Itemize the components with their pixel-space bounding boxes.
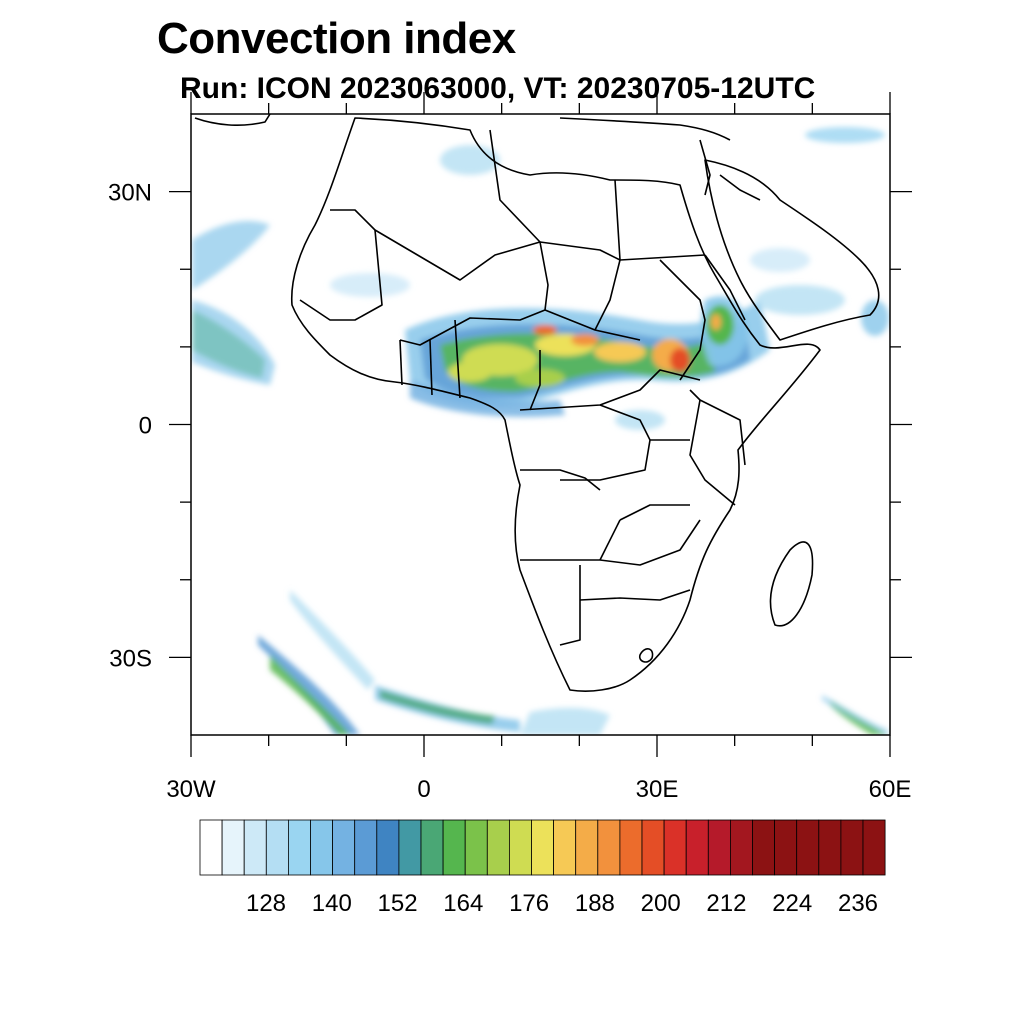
chart-subtitle: Run: ICON 2023063000, VT: 20230705-12UTC [180,72,816,105]
colorbar-box [398,819,422,876]
plot-frame [190,113,891,736]
colorbar-box [354,819,378,876]
colorbar-box [840,819,864,876]
colorbar-label: 152 [378,890,418,917]
colorbar-label: 200 [641,890,681,917]
x-tick-label: 60E [869,776,912,803]
colorbar-label: 212 [706,890,746,917]
colorbar-box [287,819,311,876]
colorbar-box [862,819,886,876]
colorbar-box [663,819,687,876]
colorbar-box [774,819,798,876]
colorbar-box [641,819,665,876]
colorbar: 128 140 152 164 176 188 200 212 224 236 [199,819,886,917]
coastlines [194,114,880,692]
colorbar-box [221,819,245,876]
y-tick-label: 30N [108,180,152,207]
convection-field [192,127,889,735]
y-tick-label: 0 [139,413,152,440]
colorbar-box [199,819,223,876]
colorbar-box [265,819,289,876]
colorbar-box [575,819,599,876]
colorbar-box [619,819,643,876]
y-axis: 30N 0 30S [108,180,912,672]
chart-title: Convection index [157,14,516,63]
colorbar-label: 140 [312,890,352,917]
colorbar-box [243,819,267,876]
colorbar-label: 128 [246,890,286,917]
colorbar-label: 164 [443,890,483,917]
colorbar-box [685,819,709,876]
colorbar-label: 188 [575,890,615,917]
colorbar-box [332,819,356,876]
colorbar-box [464,819,488,876]
colorbar-box [818,819,842,876]
colorbar-label: 236 [838,890,878,917]
x-tick-label: 30W [166,776,216,803]
colorbar-box [376,819,400,876]
colorbar-box [707,819,731,876]
colorbar-box [508,819,532,876]
y-tick-label: 30S [109,645,152,672]
colorbar-box [310,819,334,876]
colorbar-box [730,819,753,876]
x-tick-label: 30E [636,776,679,803]
colorbar-box [442,819,466,876]
colorbar-box [752,819,776,876]
colorbar-box [597,819,621,876]
colorbar-box [486,819,510,876]
colorbar-box [420,819,444,876]
colorbar-box [796,819,820,876]
x-tick-label: 0 [417,776,430,803]
colorbar-label: 224 [772,890,812,917]
x-axis: 30W 0 30E 60E [166,92,911,803]
colorbar-box [531,819,555,876]
colorbar-label: 176 [509,890,549,917]
colorbar-box [553,819,577,876]
